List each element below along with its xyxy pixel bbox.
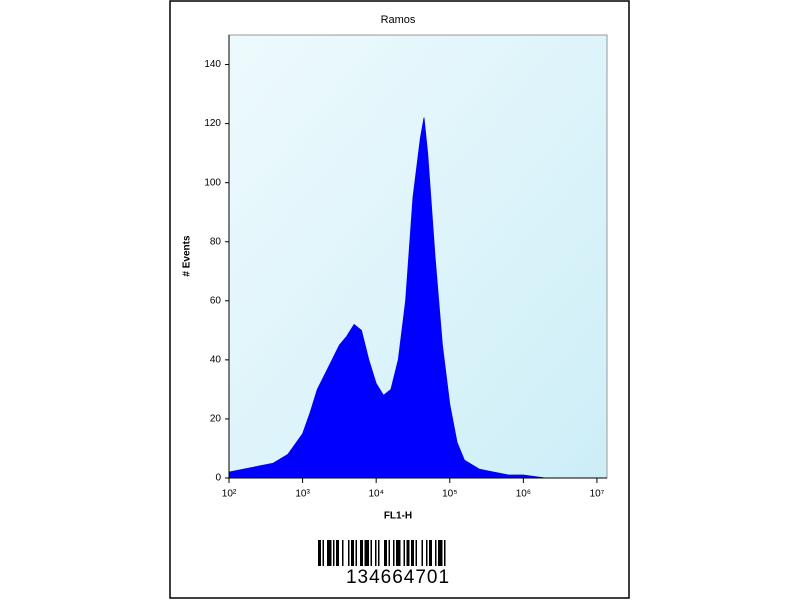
barcode-bar (378, 540, 380, 566)
barcode-bar (351, 540, 354, 566)
barcode-bar (444, 540, 446, 566)
barcode-bar (388, 540, 390, 566)
barcode-bar (415, 540, 417, 566)
chart-title: Ramos (381, 14, 416, 26)
y-tick-label: 40 (210, 355, 222, 366)
barcode-bar (370, 540, 372, 566)
y-tick-label: 80 (210, 236, 222, 247)
x-tick-label: 10⁴ (368, 489, 383, 500)
y-tick-label: 100 (204, 177, 221, 188)
barcode-bar (327, 540, 332, 566)
x-tick-label: 10³ (295, 489, 310, 500)
barcode-bar (403, 540, 405, 566)
x-tick-label: 10⁷ (590, 489, 605, 500)
x-tick-label: 10⁵ (442, 489, 457, 500)
barcode-bar (438, 540, 443, 566)
barcode-bar (384, 540, 387, 566)
barcode-number: 134664701 (346, 567, 450, 588)
barcode-bar (336, 540, 339, 566)
barcode-bar (342, 540, 344, 566)
barcode-bar (360, 540, 363, 566)
y-axis-label: # Events (182, 235, 193, 277)
barcode-bar (429, 540, 432, 566)
barcode-bar (364, 540, 369, 566)
barcode-bar (375, 540, 377, 566)
barcode-bar (411, 540, 414, 566)
x-tick-label: 10² (222, 489, 237, 500)
barcode-bar (406, 540, 410, 566)
y-tick-label: 0 (215, 473, 221, 484)
barcode-bar (393, 540, 395, 566)
y-tick-label: 20 (210, 414, 222, 425)
histogram-area (228, 117, 606, 479)
barcode (318, 540, 446, 566)
barcode-bar (435, 540, 437, 566)
barcode-bar (396, 540, 401, 566)
x-axis-label: FL1-H (384, 511, 412, 522)
y-tick-label: 60 (210, 295, 222, 306)
y-tick-label: 120 (204, 118, 221, 129)
barcode-bar (322, 540, 324, 566)
x-tick-label: 10⁶ (516, 489, 531, 500)
barcode-bar (333, 540, 335, 566)
barcode-bar (355, 540, 357, 566)
barcode-bar (318, 540, 321, 566)
barcode-bar (348, 540, 350, 566)
barcode-bar (426, 540, 428, 566)
barcode-bar (421, 540, 423, 566)
y-tick-label: 140 (204, 59, 221, 70)
